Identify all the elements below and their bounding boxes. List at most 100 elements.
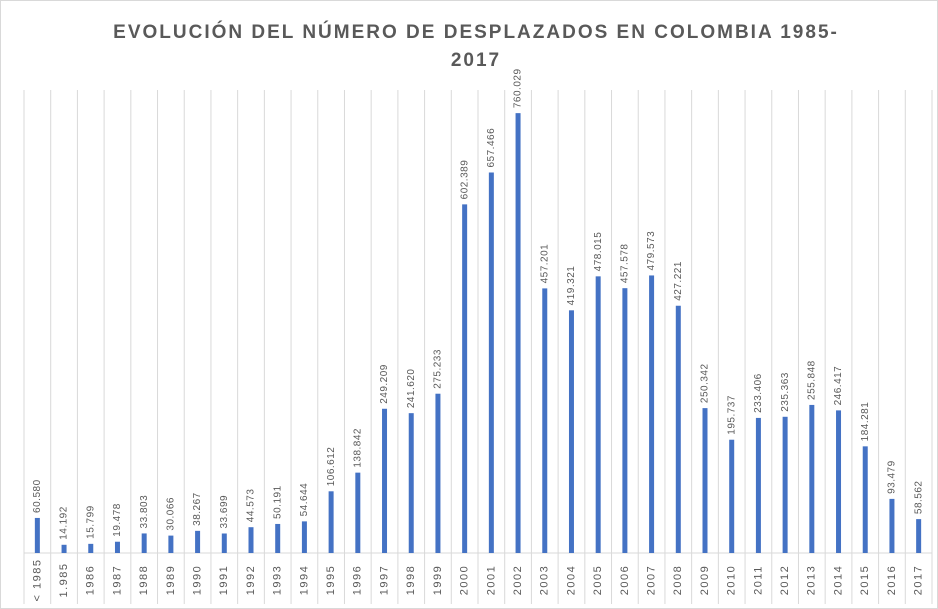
- data-label: 33.699: [219, 495, 230, 529]
- x-tick-label: 1986: [85, 565, 97, 595]
- x-tick-label: 2013: [806, 565, 818, 595]
- data-label: 15.799: [85, 505, 96, 539]
- bar: [809, 404, 815, 553]
- bar: [515, 113, 521, 554]
- data-label: 14.192: [59, 506, 70, 540]
- data-label: 246.417: [833, 366, 844, 406]
- x-tick-label: 2014: [832, 565, 844, 595]
- data-label: 255.848: [806, 360, 817, 400]
- data-label: 195.737: [726, 395, 737, 435]
- data-label: 30.066: [166, 497, 177, 531]
- bar: [889, 498, 895, 553]
- bar: [114, 541, 120, 553]
- bar: [622, 288, 628, 553]
- x-tick-label: 2009: [699, 565, 711, 595]
- data-label: 58.562: [913, 481, 924, 515]
- bar: [836, 410, 842, 553]
- bar: [862, 446, 868, 553]
- bar: [675, 305, 681, 553]
- data-label: 419.321: [566, 266, 577, 306]
- x-tick-label: 1987: [111, 565, 123, 595]
- data-label: 457.201: [539, 244, 550, 284]
- bar: [702, 408, 708, 553]
- x-tick-label: 1998: [405, 565, 417, 595]
- data-label: 602.389: [459, 160, 470, 200]
- data-label: 241.620: [406, 369, 417, 409]
- x-tick-label: 1997: [378, 565, 390, 595]
- bar: [34, 517, 40, 553]
- x-tick-label: 2000: [459, 565, 471, 595]
- data-label: 479.573: [646, 231, 657, 271]
- bar: [248, 527, 254, 553]
- x-tick-label: 2001: [485, 565, 497, 595]
- x-tick-label: 1992: [245, 565, 257, 595]
- x-tick-label: 2007: [645, 565, 657, 595]
- x-tick-label: 2008: [672, 565, 684, 595]
- bar: [355, 472, 361, 553]
- data-label: 250.342: [700, 363, 711, 403]
- bar: [649, 275, 655, 553]
- bar: [382, 408, 388, 553]
- data-label: 275.233: [433, 349, 444, 389]
- x-tick-label: < 1985: [31, 559, 43, 602]
- data-label: 50.191: [272, 485, 283, 519]
- x-tick-label: 2010: [726, 565, 738, 595]
- x-tick-label: 1999: [432, 565, 444, 595]
- bar: [275, 523, 281, 553]
- bar: [195, 530, 201, 553]
- x-tick-label: 2015: [859, 565, 871, 595]
- data-label: 457.578: [620, 244, 631, 284]
- x-tick-label: 1991: [218, 565, 230, 595]
- x-tick-label: 1995: [325, 565, 337, 595]
- data-label: 54.644: [299, 483, 310, 517]
- x-tick-label: 2011: [752, 565, 764, 595]
- bar: [568, 310, 574, 553]
- data-label: 657.466: [486, 128, 497, 168]
- data-label: 106.612: [326, 447, 337, 487]
- bar: [61, 544, 67, 553]
- x-tick-label: 2002: [512, 565, 524, 595]
- data-label: 427.221: [673, 261, 684, 301]
- x-tick-label: 2005: [592, 565, 604, 595]
- data-label: 19.478: [112, 503, 123, 537]
- bar: [729, 439, 735, 553]
- bar: [488, 172, 494, 553]
- bar: [782, 416, 788, 553]
- bar: [328, 491, 334, 553]
- data-label: 233.406: [753, 373, 764, 413]
- bar: [141, 533, 147, 553]
- chart-title: 2017: [451, 50, 501, 71]
- x-tick-label: 2003: [539, 565, 551, 595]
- x-tick-label: 2012: [779, 565, 791, 595]
- data-label: 38.267: [192, 492, 203, 526]
- x-tick-label: 1988: [138, 565, 150, 595]
- data-label: 249.209: [379, 364, 390, 404]
- data-label: 60.580: [32, 479, 43, 513]
- x-tick-label: 2016: [886, 565, 898, 595]
- x-tick-label: 2006: [619, 565, 631, 595]
- data-label: 760.029: [513, 68, 524, 108]
- bar: [168, 535, 174, 553]
- chart-title: EVOLUCIÓN DEL NÚMERO DE DESPLAZADOS EN C…: [113, 21, 839, 43]
- data-label: 93.479: [887, 460, 898, 494]
- bar: [88, 543, 94, 553]
- bar: [462, 204, 468, 553]
- x-tick-label: 1.985: [58, 562, 70, 597]
- bar: [301, 521, 307, 553]
- bar: [595, 276, 601, 553]
- x-tick-label: 2017: [913, 565, 925, 595]
- bar: [755, 417, 761, 553]
- x-tick-label: 1990: [191, 565, 203, 595]
- x-tick-label: 1989: [165, 565, 177, 595]
- x-tick-label: 1993: [272, 565, 284, 595]
- bar: [435, 393, 441, 553]
- data-label: 33.803: [139, 495, 150, 529]
- data-label: 138.842: [352, 428, 363, 468]
- bar: [408, 413, 414, 553]
- data-label: 478.015: [593, 232, 604, 272]
- x-tick-label: 1996: [352, 565, 364, 595]
- x-tick-label: 1994: [298, 565, 310, 595]
- bar: [221, 533, 227, 553]
